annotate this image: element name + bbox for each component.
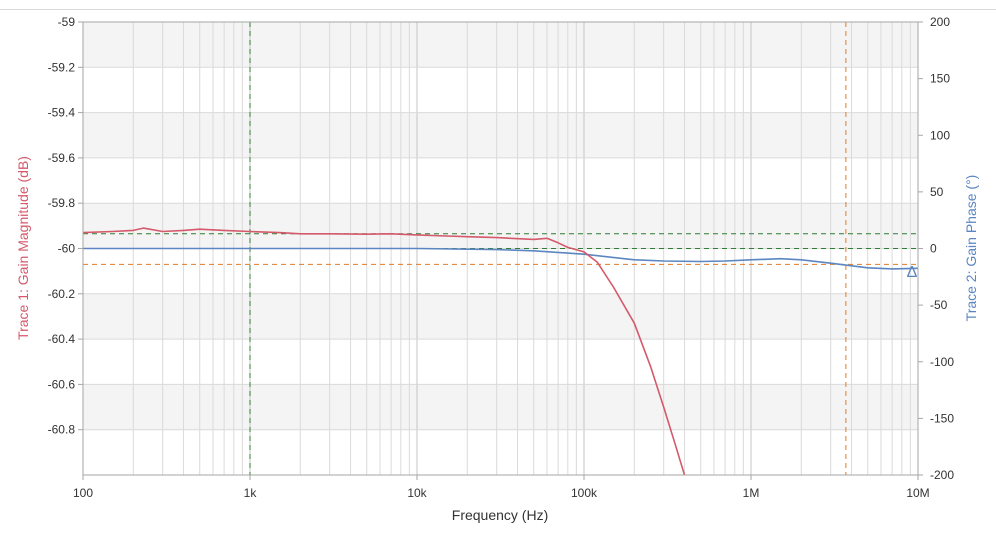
- y-left-tick-label: -60.6: [48, 377, 76, 391]
- plot-band: [83, 339, 918, 385]
- x-tick-label: 10M: [906, 486, 929, 500]
- y-left-tick-label: -59.6: [48, 151, 76, 165]
- plot-band: [83, 429, 918, 475]
- y-right-tick-label: 200: [930, 15, 950, 29]
- y-right-tick-label: 50: [930, 185, 944, 199]
- y-right-tick-label: -200: [930, 468, 954, 482]
- x-tick-label: 100k: [571, 486, 598, 500]
- y-left-tick-label: -59.8: [48, 196, 76, 210]
- plot-band: [83, 67, 918, 113]
- y-left-tick-label: -60.4: [48, 332, 76, 346]
- y-right-tick-label: -50: [930, 298, 948, 312]
- y-axis-right-label: Trace 2: Gain Phase (°): [963, 175, 979, 322]
- y-right-tick-label: 150: [930, 72, 950, 86]
- y-left-tick-label: -59.4: [48, 106, 76, 120]
- plot-band: [83, 293, 918, 340]
- x-tick-label: 10k: [407, 486, 427, 500]
- tick-labels: 100 1k 10k 100k 1M 10M -59 -59.2 -59.4 -59.6 -59.8…: [48, 15, 955, 500]
- y-right-tick-label: -100: [930, 355, 954, 369]
- y-right-tick-label: 0: [930, 242, 937, 256]
- plot-band: [83, 248, 918, 294]
- y-left-tick-label: -59.2: [48, 60, 76, 74]
- delta-marker[interactable]: Δ: [907, 264, 918, 281]
- y-left-tick-label: -60: [58, 242, 76, 256]
- plot-bands: [83, 22, 918, 475]
- plot-band: [83, 384, 918, 430]
- y-axis-left-label: Trace 1: Gain Magnitude (dB): [15, 156, 31, 340]
- plot-band: [83, 203, 918, 249]
- x-tick-label: 100: [73, 486, 93, 500]
- plot-band: [83, 157, 918, 204]
- x-tick-label: 1M: [743, 486, 760, 500]
- plot-band: [83, 22, 918, 68]
- series-gain-phase: [83, 247, 919, 270]
- x-axis-label: Frequency (Hz): [452, 507, 548, 523]
- y-left-tick-label: -60.8: [48, 423, 76, 437]
- y-left-tick-label: -60.2: [48, 287, 76, 301]
- series-gain-magnitude: [82, 227, 686, 476]
- top-frame: [0, 0, 996, 10]
- series-group: Δ: [82, 227, 919, 476]
- y-right-tick-label: 100: [930, 128, 950, 142]
- x-tick-label: 1k: [244, 486, 258, 500]
- plot-band: [83, 112, 918, 158]
- y-left-tick-label: -59: [58, 15, 76, 29]
- y-right-tick-label: -150: [930, 411, 954, 425]
